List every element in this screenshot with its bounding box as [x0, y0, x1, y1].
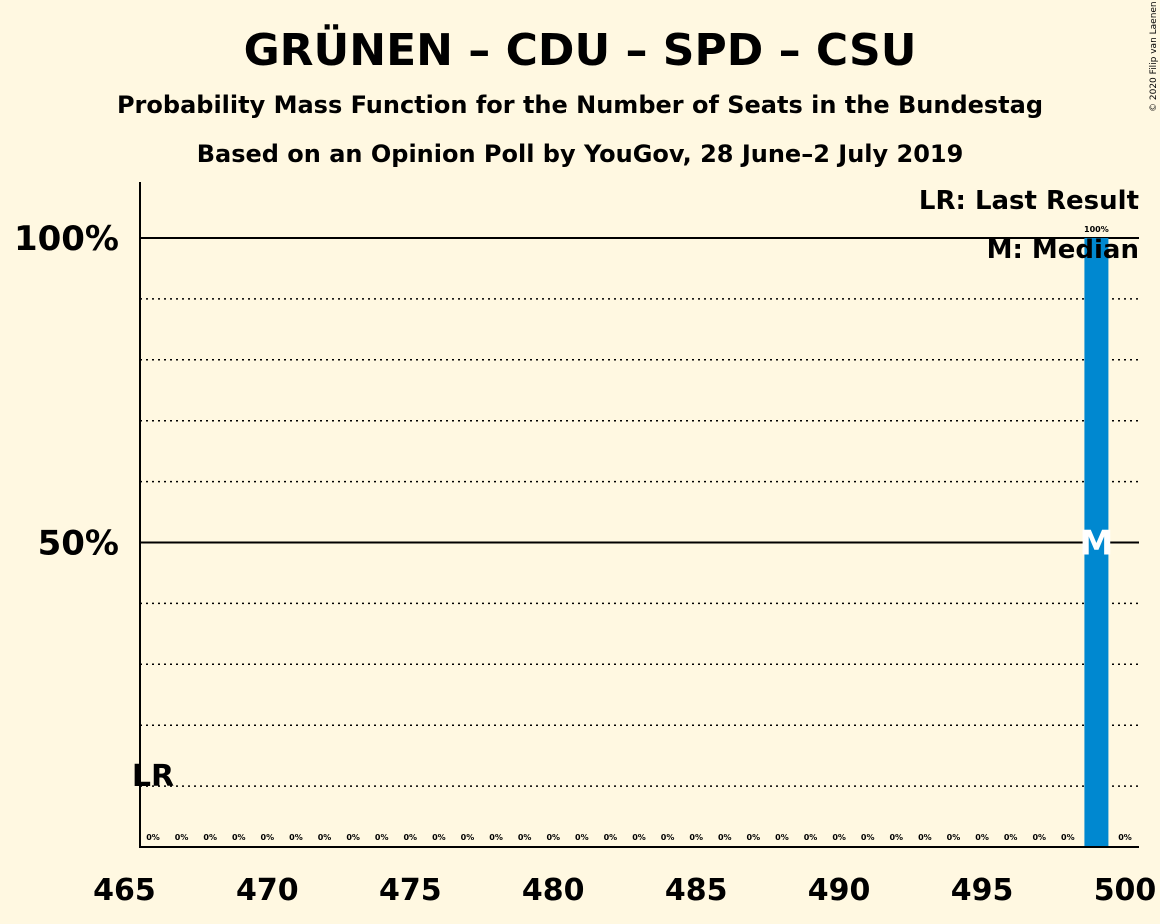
data-label: 0% [518, 833, 532, 842]
data-label: 0% [232, 833, 246, 842]
data-label: 0% [375, 833, 389, 842]
data-label: 0% [889, 833, 903, 842]
chart-subtitle-poll: Based on an Opinion Poll by YouGov, 28 J… [197, 140, 964, 168]
last-result-marker: LR [132, 759, 174, 794]
x-tick-label: 485 [665, 873, 728, 908]
legend-last-result: LR: Last Result [919, 186, 1139, 216]
chart-title: GRÜNEN – CDU – SPD – CSU [244, 23, 917, 76]
x-tick-label: 470 [236, 873, 299, 908]
axes [139, 182, 1139, 848]
y-tick-label: 50% [38, 524, 119, 564]
data-label: 0% [918, 833, 932, 842]
data-label: 0% [832, 833, 846, 842]
data-label: 0% [1004, 833, 1018, 842]
data-label: 0% [346, 833, 360, 842]
data-label: 0% [289, 833, 303, 842]
x-tick-label: 465 [93, 873, 156, 908]
data-label: 0% [175, 833, 189, 842]
data-label: 0% [689, 833, 703, 842]
median-marker: M [1079, 524, 1113, 564]
data-label: 0% [432, 833, 446, 842]
data-label: 0% [747, 833, 761, 842]
x-tick-label: 480 [522, 873, 585, 908]
x-tick-label: 500 [1094, 873, 1157, 908]
copyright-text: © 2020 Filip van Laenen [1149, 1, 1159, 112]
y-tick-label: 100% [14, 219, 119, 259]
data-labels: 0% 0% 0% 0% 0% 0% 0% 0% 0% 0% 0% 0% 0% 0% 0% 0% 0% 0% 0% 0%… [146, 225, 1132, 842]
data-label: 0% [1061, 833, 1075, 842]
data-label: 0% [403, 833, 417, 842]
data-label: 0% [604, 833, 618, 842]
data-label: 0% [661, 833, 675, 842]
data-label: 0% [804, 833, 818, 842]
data-label: 0% [318, 833, 332, 842]
data-label: 0% [861, 833, 875, 842]
x-tick-label: 490 [808, 873, 871, 908]
gridlines [140, 237, 1139, 787]
data-label: 0% [718, 833, 732, 842]
data-label: 0% [203, 833, 217, 842]
data-label: 0% [546, 833, 560, 842]
legend-median: M: Median [987, 235, 1139, 265]
data-label: 0% [1118, 833, 1132, 842]
data-label: 0% [975, 833, 989, 842]
data-label: 0% [489, 833, 503, 842]
bars [1084, 238, 1109, 847]
bar [1084, 238, 1109, 847]
data-label: 0% [632, 833, 646, 842]
data-label: 0% [261, 833, 275, 842]
data-label: 0% [575, 833, 589, 842]
data-label: 0% [947, 833, 961, 842]
data-label: 0% [775, 833, 789, 842]
chart-subtitle: Probability Mass Function for the Number… [117, 91, 1043, 119]
x-tick-label: 475 [379, 873, 442, 908]
data-label: 0% [1032, 833, 1046, 842]
data-label: 0% [461, 833, 475, 842]
x-tick-label: 495 [951, 873, 1014, 908]
data-label: 0% [146, 833, 160, 842]
tick-labels: 50% 100% 465 470 475 480 485 490 495 500 [14, 219, 1156, 908]
data-label: 100% [1084, 225, 1109, 234]
